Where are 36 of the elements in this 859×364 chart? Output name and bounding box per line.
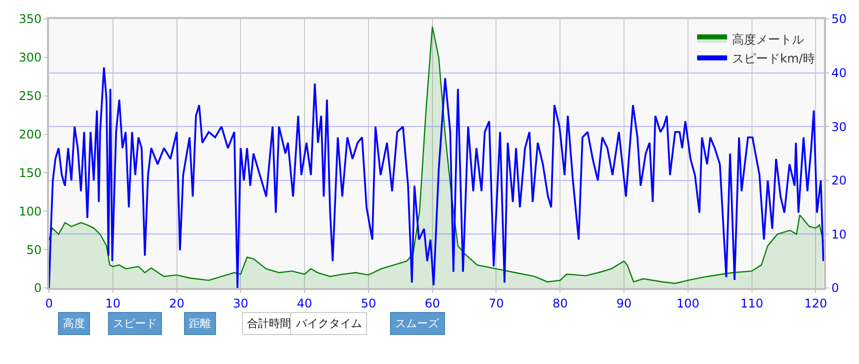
legend-label: スピードkm/時 <box>732 52 815 66</box>
text: スムーズ <box>395 317 440 330</box>
y2-tick-label: 40 <box>831 66 847 80</box>
y-tick-label: 250 <box>18 89 42 104</box>
x-tick-label: 10 <box>105 296 121 310</box>
y-tick-label: 200 <box>18 127 42 142</box>
text: バイクタイム <box>295 317 362 330</box>
text: スピード <box>113 317 157 330</box>
x-tick-label: 90 <box>616 296 632 310</box>
y-tick-label: 300 <box>18 50 42 65</box>
y-tick-label: 100 <box>18 204 42 218</box>
line-series <box>49 66 824 288</box>
x-tick-label: 40 <box>296 296 312 310</box>
text: 高度 <box>63 317 85 330</box>
text: 距離 <box>189 317 211 330</box>
x-tick-label: 50 <box>360 296 376 310</box>
y2-tick-label: 30 <box>831 120 847 134</box>
y2-tick-label: 50 <box>831 12 847 26</box>
y-tick-label: 0 <box>34 281 42 296</box>
y2-tick-label: 0 <box>831 281 840 296</box>
x-tick-label: 70 <box>488 296 504 310</box>
y-tick-label: 350 <box>18 12 42 26</box>
y2-tick-label: 10 <box>831 227 847 242</box>
x-tick-label: 120 <box>804 296 828 310</box>
x-tick-label: 0 <box>45 296 53 310</box>
x-tick-label: 20 <box>169 296 184 310</box>
y-tick-label: 150 <box>18 166 42 180</box>
x-tick-label: 110 <box>740 296 764 310</box>
x-tick-label: 60 <box>424 296 440 310</box>
x-tick-label: 30 <box>233 296 248 310</box>
x-tick-label: 80 <box>552 296 568 310</box>
y2-tick-label: 20 <box>831 174 847 188</box>
text: 合計時間 <box>247 317 291 330</box>
x-tick-label: 100 <box>676 296 700 310</box>
legend-label: 高度メートル <box>732 32 804 47</box>
y-tick-label: 50 <box>26 242 42 257</box>
